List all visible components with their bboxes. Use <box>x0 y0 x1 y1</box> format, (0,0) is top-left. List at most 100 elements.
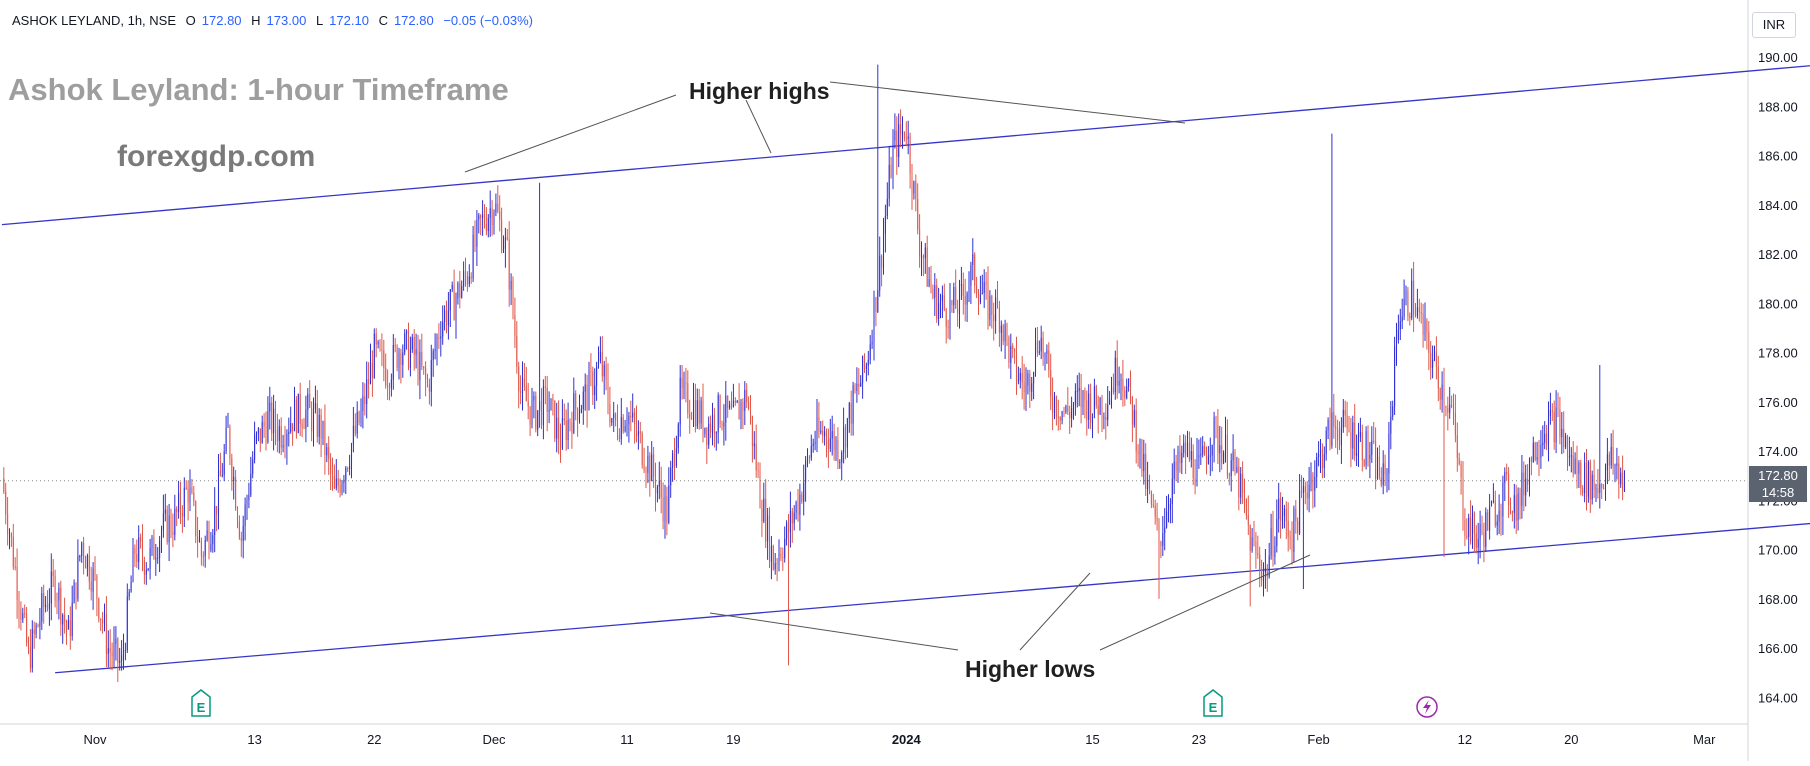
candle-body <box>69 620 71 637</box>
candle-body <box>1091 413 1094 424</box>
candle <box>1107 386 1109 427</box>
candle-body <box>1141 439 1143 472</box>
candle-body <box>1099 397 1101 415</box>
candle <box>1236 456 1238 474</box>
candle-body <box>1616 463 1618 466</box>
candle-body <box>1557 407 1559 410</box>
candle <box>141 524 144 572</box>
candle <box>749 395 752 425</box>
candle-body <box>432 351 434 360</box>
candle-body <box>402 352 404 365</box>
candle-body <box>801 494 803 502</box>
candle-body <box>569 420 571 424</box>
candle-body <box>407 330 410 368</box>
candle <box>592 366 594 405</box>
candle-body <box>977 293 980 303</box>
candle-body <box>858 383 860 387</box>
candle <box>1456 422 1458 472</box>
candle <box>905 121 907 147</box>
candle-body <box>75 582 77 599</box>
candle <box>29 628 31 673</box>
candle-body <box>928 279 930 287</box>
candle-body <box>292 423 294 432</box>
candle-body <box>605 364 607 380</box>
candle <box>413 329 415 371</box>
candle-body <box>544 386 546 388</box>
candle <box>10 532 12 547</box>
candle <box>423 365 425 375</box>
candle-body <box>687 383 689 414</box>
candle-body <box>634 412 636 425</box>
candle-body <box>415 349 417 355</box>
candle-body <box>1219 445 1221 454</box>
candle <box>5 482 7 525</box>
candle-body <box>1496 521 1498 526</box>
candle <box>1219 425 1221 473</box>
candle-body <box>520 391 522 393</box>
candle <box>1508 467 1510 518</box>
candle <box>1536 441 1538 465</box>
candle <box>634 408 636 444</box>
candle-body <box>1040 337 1042 352</box>
candle <box>1059 416 1061 430</box>
candle-body <box>375 333 377 345</box>
candle-body <box>337 478 339 486</box>
candle <box>1188 431 1190 462</box>
candle <box>924 242 926 274</box>
candle <box>320 408 322 458</box>
candle <box>732 383 734 408</box>
candle-body <box>1566 435 1569 458</box>
candle-body <box>651 454 653 482</box>
candle-body <box>1078 387 1080 392</box>
candle-body <box>970 264 972 286</box>
candle <box>687 370 689 419</box>
candle <box>1416 288 1418 319</box>
candle-body <box>1479 523 1481 539</box>
candle <box>364 383 366 416</box>
candle-body <box>542 386 544 426</box>
candle <box>217 454 220 530</box>
candle-body <box>972 254 974 265</box>
candle <box>1048 342 1050 378</box>
candle <box>221 463 223 478</box>
candle-body <box>1175 461 1177 471</box>
candle-body <box>577 408 579 421</box>
candle-body <box>151 537 153 548</box>
candle <box>862 355 864 399</box>
candle <box>1589 459 1591 513</box>
candle-body <box>535 395 537 430</box>
candle <box>943 283 945 312</box>
price-tick-label: 188.00 <box>1758 99 1798 114</box>
candle-body <box>1156 516 1158 521</box>
candle-body <box>803 482 805 502</box>
candle <box>1090 383 1092 430</box>
candle <box>962 272 964 315</box>
candle <box>265 411 267 451</box>
candle <box>1346 401 1348 437</box>
currency-button[interactable]: INR <box>1752 12 1796 38</box>
candle-body <box>1451 404 1453 407</box>
candle <box>1213 411 1215 463</box>
candle-body <box>88 555 90 582</box>
candle <box>1306 481 1308 511</box>
candle <box>770 535 772 580</box>
candle-body <box>1158 520 1160 542</box>
candle <box>1603 484 1605 490</box>
candle-body <box>457 283 459 299</box>
candle-body <box>786 522 788 539</box>
candle <box>1278 482 1280 533</box>
candle-body <box>1240 473 1242 498</box>
candle <box>512 276 514 320</box>
candle <box>377 339 379 349</box>
last-price-tag: 172.80 14:58 <box>1749 466 1807 502</box>
candle <box>1015 336 1018 395</box>
candle-body <box>1046 350 1048 354</box>
candle <box>1397 314 1399 344</box>
candle <box>825 428 828 458</box>
candle-body <box>660 480 662 498</box>
candle <box>531 387 533 429</box>
candle-body <box>138 537 140 562</box>
candle <box>45 596 47 613</box>
